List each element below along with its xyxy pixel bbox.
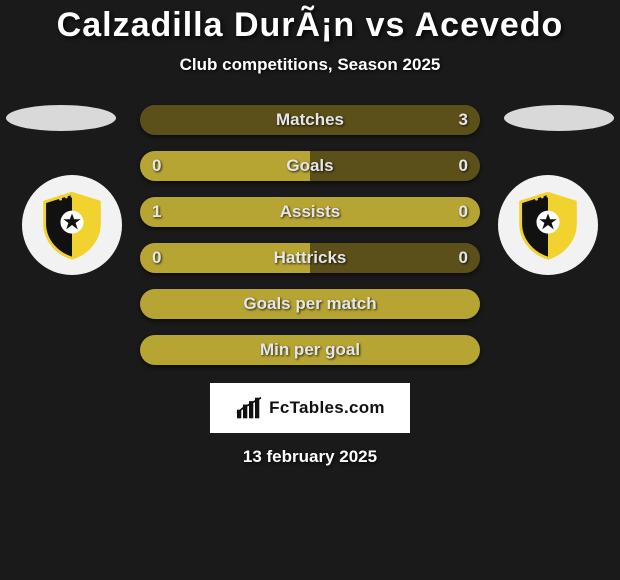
stat-label: Assists xyxy=(140,197,480,227)
stat-value-left: 0 xyxy=(152,243,161,273)
stat-bar: Hattricks0 0 xyxy=(140,243,480,273)
page-subtitle: Club competitions, Season 2025 xyxy=(0,55,620,75)
stat-value-right: 3 xyxy=(459,105,468,135)
stat-bar: Matches3 xyxy=(140,105,480,135)
stat-value-right: 0 xyxy=(459,243,468,273)
stat-label: Hattricks xyxy=(140,243,480,273)
date-stamp: 13 february 2025 xyxy=(0,447,620,467)
player-head-left xyxy=(6,105,116,131)
stat-bars: Matches3Goals00Assists10Hattricks00Goals… xyxy=(140,105,480,365)
club-badge-right xyxy=(498,175,598,275)
stat-bar: Assists1 0 xyxy=(140,197,480,227)
player-head-right xyxy=(504,105,614,131)
bar-chart-icon xyxy=(235,396,263,420)
stat-label: Goals per match xyxy=(140,289,480,319)
stat-value-right: 0 xyxy=(459,151,468,181)
shield-icon xyxy=(36,189,108,261)
stat-bar: Goals0 0 xyxy=(140,151,480,181)
branding-panel: FcTables.com xyxy=(210,383,410,433)
club-badge-left xyxy=(22,175,122,275)
branding-text: FcTables.com xyxy=(269,398,385,418)
stat-bar: Min per goal xyxy=(140,335,480,365)
stat-value-left: 0 xyxy=(152,151,161,181)
stat-value-left: 1 xyxy=(152,197,161,227)
page-title: Calzadilla DurÃ¡n vs Acevedo xyxy=(0,0,620,45)
stat-label: Goals xyxy=(140,151,480,181)
stat-bar: Goals per match xyxy=(140,289,480,319)
stat-label: Matches xyxy=(140,105,480,135)
comparison-stage: Matches3Goals00Assists10Hattricks00Goals… xyxy=(0,105,620,365)
stat-value-right: 0 xyxy=(459,197,468,227)
shield-icon xyxy=(512,189,584,261)
stat-label: Min per goal xyxy=(140,335,480,365)
